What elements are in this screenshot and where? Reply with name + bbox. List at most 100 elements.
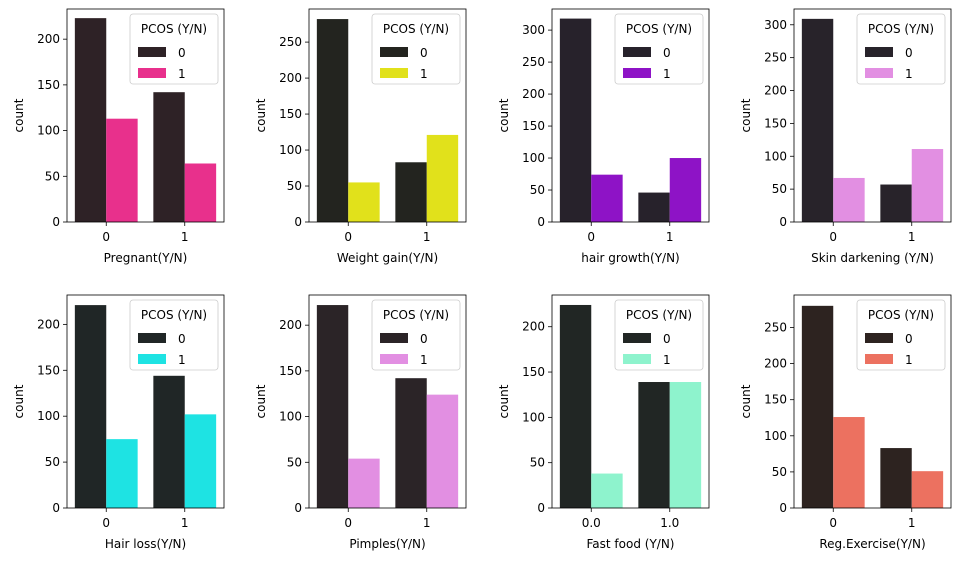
y-tick-label: 250 [279,35,302,49]
legend-box [856,299,946,371]
legend-label: 1 [663,353,671,367]
legend-swatch [623,47,651,57]
axes-frame [793,294,952,509]
legend-title: PCOS (Y/N) [626,22,692,36]
legend-swatch [865,354,893,364]
legend-swatch [865,68,893,78]
legend-box [129,13,219,85]
legend-swatch [138,333,166,343]
y-tick-label: 0 [779,501,787,515]
y-tick-label: 150 [279,107,302,121]
legend-swatch [865,47,893,57]
legend-title: PCOS (Y/N) [141,308,207,322]
y-axis-label: count [739,98,753,132]
legend-swatch [138,354,166,364]
legend-swatch [623,354,651,364]
y-tick-label: 200 [37,317,60,331]
legend-label: 0 [420,332,428,346]
x-tick-label: 0 [344,516,352,530]
y-tick-label: 100 [37,124,60,138]
y-axis-label: count [497,98,511,132]
x-tick-label: 0 [587,230,595,244]
legend-box [371,299,461,371]
y-tick-label: 0 [537,215,545,229]
legend: PCOS (Y/N) 0 1 [371,13,461,85]
y-tick-label: 150 [279,364,302,378]
legend-swatch [380,333,408,343]
x-tick-label: 1 [908,230,916,244]
legend: PCOS (Y/N) 0 1 [856,13,946,85]
legend-title: PCOS (Y/N) [868,308,934,322]
x-tick-label: 1 [181,516,189,530]
bar [801,18,834,222]
legend-swatch [380,68,408,78]
bar [348,458,380,508]
bar [591,174,623,222]
x-axis-label: Reg.Exercise(Y/N) [819,537,925,551]
y-tick-label: 50 [45,455,60,469]
bar [395,378,427,508]
y-tick-label: 50 [530,456,545,470]
x-axis-label: Weight gain(Y/N) [337,251,438,265]
x-tick-label: 0 [829,516,837,530]
y-tick-label: 100 [37,409,60,423]
bar [184,163,217,222]
legend-swatch [865,333,893,343]
legend-swatch [380,47,408,57]
y-tick-label: 150 [522,119,545,133]
y-tick-label: 250 [764,51,787,65]
subplot-6: 0 1 0 50 100 150 200 Pimples(Y/N) count PCOS (Y/N… [254,294,467,551]
y-tick-label: 50 [287,179,302,193]
legend-title: PCOS (Y/N) [141,22,207,36]
bar [833,177,865,222]
y-axis-label: count [12,98,26,132]
y-tick-label: 50 [530,183,545,197]
legend-label: 1 [905,67,913,81]
y-tick-label: 50 [772,465,787,479]
bar [638,382,670,508]
legend-label: 0 [905,332,913,346]
x-tick-label: 0 [102,516,110,530]
x-axis-label: Pimples(Y/N) [349,537,425,551]
axes-frame [66,294,225,509]
y-tick-label: 250 [764,320,787,334]
bar [426,394,459,508]
y-tick-label: 100 [279,410,302,424]
legend-label: 0 [178,332,186,346]
legend-title: PCOS (Y/N) [383,22,449,36]
legend-label: 1 [420,353,428,367]
legend: PCOS (Y/N) 0 1 [614,13,704,85]
bar [669,382,702,508]
bar [559,304,592,508]
y-tick-label: 200 [764,84,787,98]
y-tick-label: 150 [37,78,60,92]
y-tick-label: 0 [52,501,60,515]
axes-frame [308,294,467,509]
y-tick-label: 150 [764,116,787,130]
legend-label: 1 [178,67,186,81]
y-tick-label: 100 [764,429,787,443]
x-tick-label: 0.0 [582,516,601,530]
bar [316,19,349,222]
y-tick-label: 200 [522,87,545,101]
x-axis-label: Pregnant(Y/N) [104,251,188,265]
y-axis-label: count [497,384,511,418]
bar [911,471,944,508]
y-tick-label: 150 [37,363,60,377]
y-axis-label: count [254,98,268,132]
legend-swatch [623,333,651,343]
bar [395,162,427,222]
legend-swatch [623,68,651,78]
y-tick-label: 0 [779,215,787,229]
bar [184,414,217,508]
legend: PCOS (Y/N) 0 1 [856,299,946,371]
y-tick-label: 200 [764,357,787,371]
y-tick-label: 300 [764,18,787,32]
x-tick-label: 0 [344,230,352,244]
legend-swatch [138,68,166,78]
subplot-5: 0 1 0 50 100 150 200 Hair loss(Y/N) count PCOS (Y… [12,294,225,551]
y-tick-label: 0 [537,501,545,515]
x-axis-label: Fast food (Y/N) [587,537,675,551]
axes-frame [551,294,710,509]
